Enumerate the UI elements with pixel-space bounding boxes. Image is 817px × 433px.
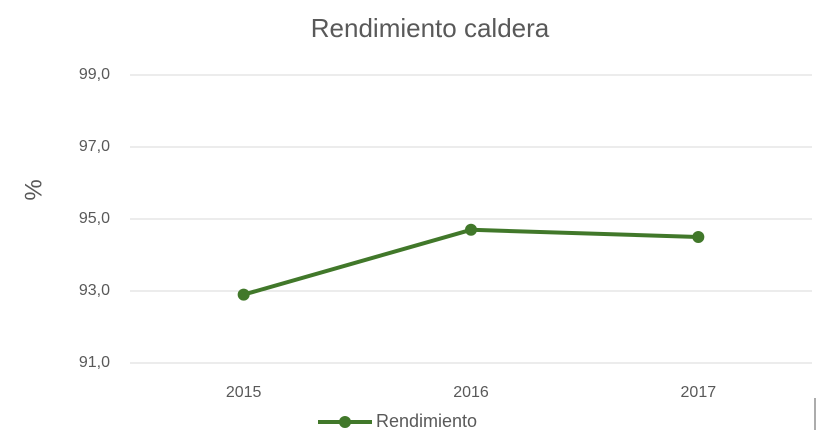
y-tick-label: 93,0: [79, 282, 110, 299]
marker: [692, 231, 705, 243]
legend-label: Rendimiento: [376, 411, 477, 431]
marker: [237, 288, 250, 301]
legend-marker: [339, 416, 351, 428]
line: [243, 227, 699, 297]
x-tick-label: 2016: [453, 384, 489, 401]
x-tick-label: 2017: [681, 384, 717, 401]
y-tick-label: 95,0: [79, 210, 110, 227]
y-tick-label: 97,0: [79, 138, 110, 155]
y-tick-label: 99,0: [79, 66, 110, 83]
x-tick-label: 2015: [226, 384, 262, 401]
marker: [465, 223, 477, 236]
chart-title: Rendimiento caldera: [311, 13, 550, 43]
y-tick-label: 91,0: [79, 354, 110, 371]
y-axis-label: %: [20, 179, 47, 200]
